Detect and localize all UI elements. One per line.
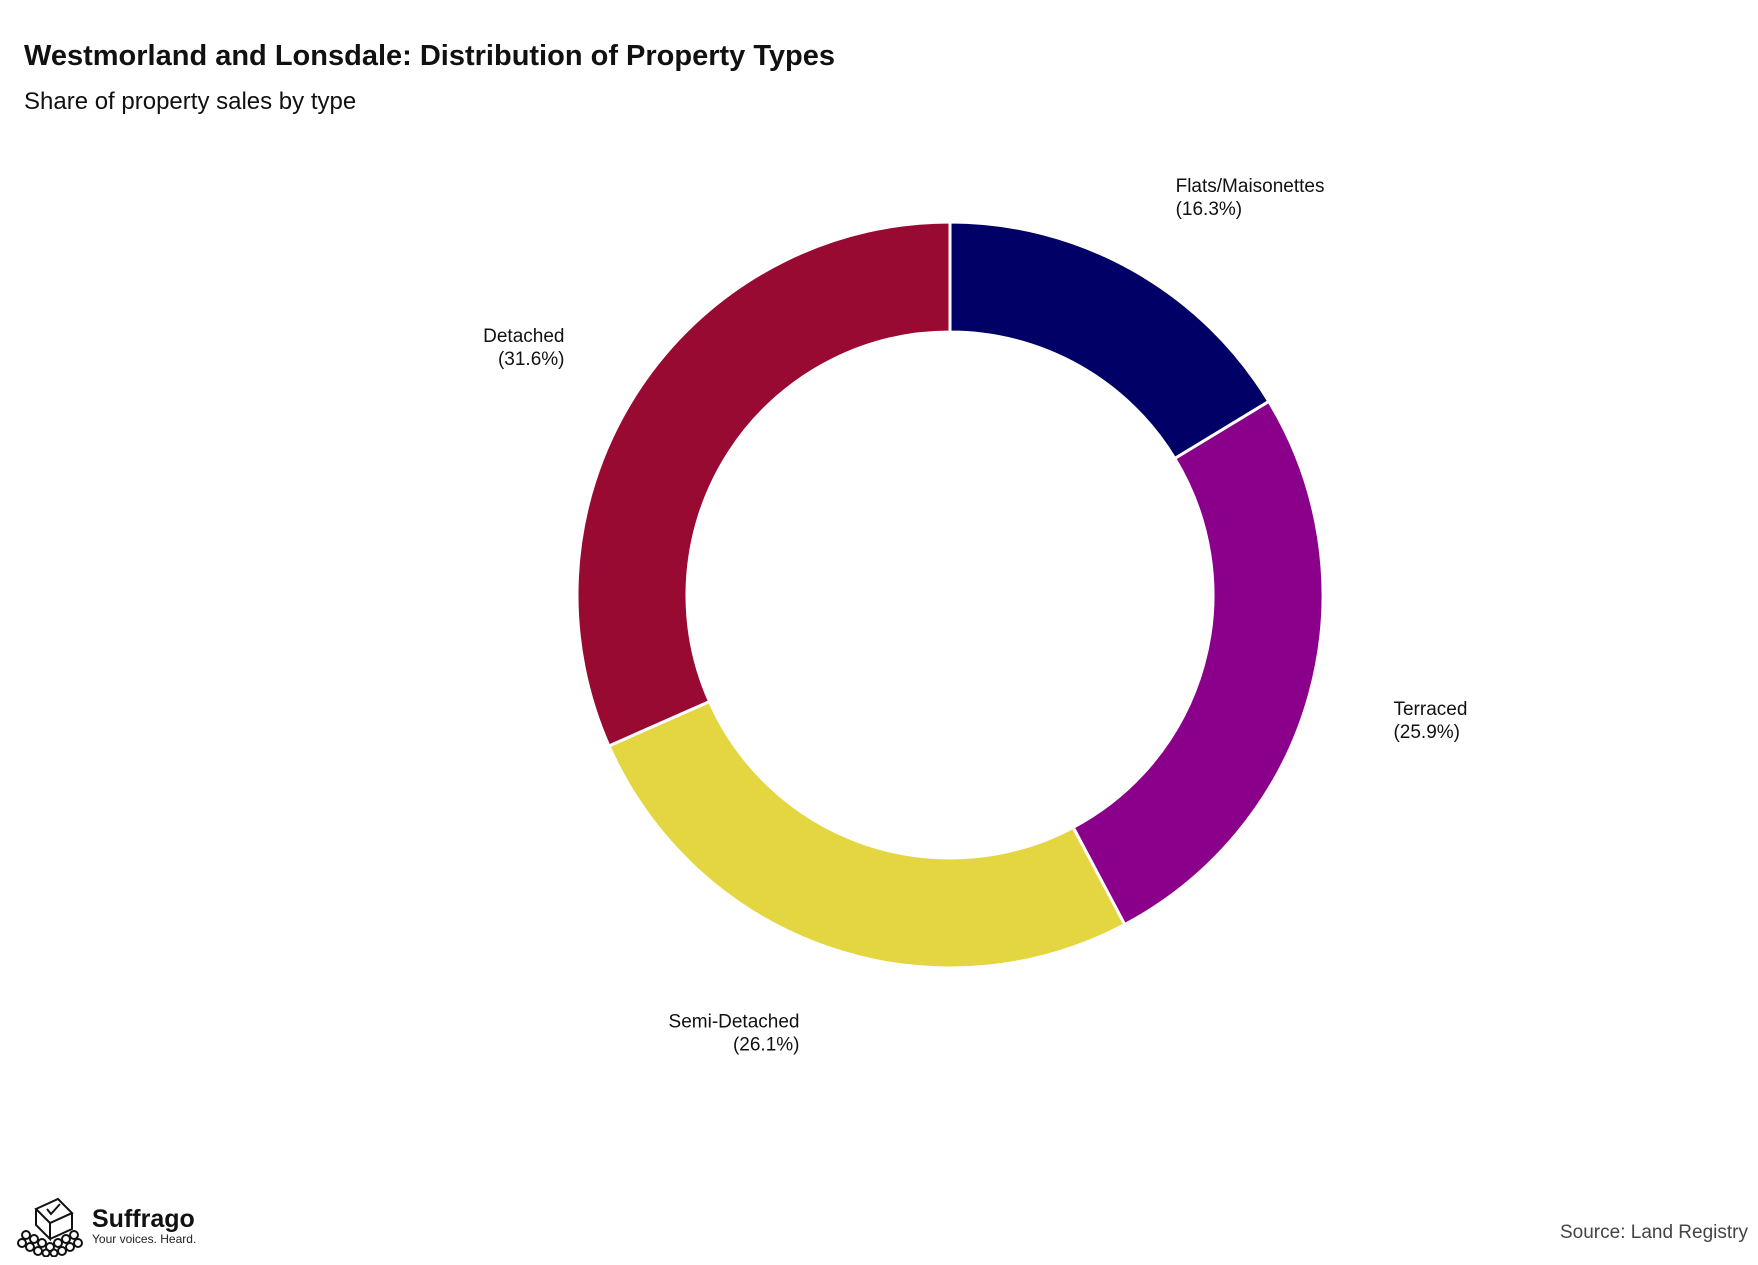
brand-tagline: Your voices. Heard. [92,1232,197,1246]
slice-label-value: (25.9%) [1393,722,1460,743]
donut-slices [575,220,1325,970]
slice-terraced [1071,399,1325,927]
ballot-box-icon [17,1197,83,1257]
source-note: Source: Land Registry [1560,1222,1748,1243]
slice-label-name: Terraced [1393,699,1467,720]
slice-label: Terraced (25.9%) [1393,699,1467,743]
slice-detached [575,220,952,748]
slice-label-value: (16.3%) [1176,199,1243,220]
slice-label-name: Detached [483,326,564,347]
slice-label: Semi-Detached (26.1%) [669,1012,800,1056]
donut-labels: Flats/Maisonettes (16.3%) Terraced (25.9%) S… [483,176,1467,1056]
brand-name: Suffrago [92,1205,195,1233]
slice-semi-detached [606,699,1127,970]
brand-logo: Suffrago Your voices. Heard. [14,1195,196,1257]
slice-label-value: (31.6%) [498,349,565,370]
slice-label-value: (26.1%) [733,1035,800,1056]
slice-label: Detached (31.6%) [483,326,564,370]
slice-flats-maisonettes [948,220,1271,461]
chart-title: Westmorland and Lonsdale: Distribution o… [24,40,836,72]
slice-label-name: Semi-Detached [669,1012,800,1033]
slice-label: Flats/Maisonettes (16.3%) [1176,176,1325,220]
slice-label-name: Flats/Maisonettes [1176,176,1325,197]
chart-subtitle: Share of property sales by type [24,88,357,115]
